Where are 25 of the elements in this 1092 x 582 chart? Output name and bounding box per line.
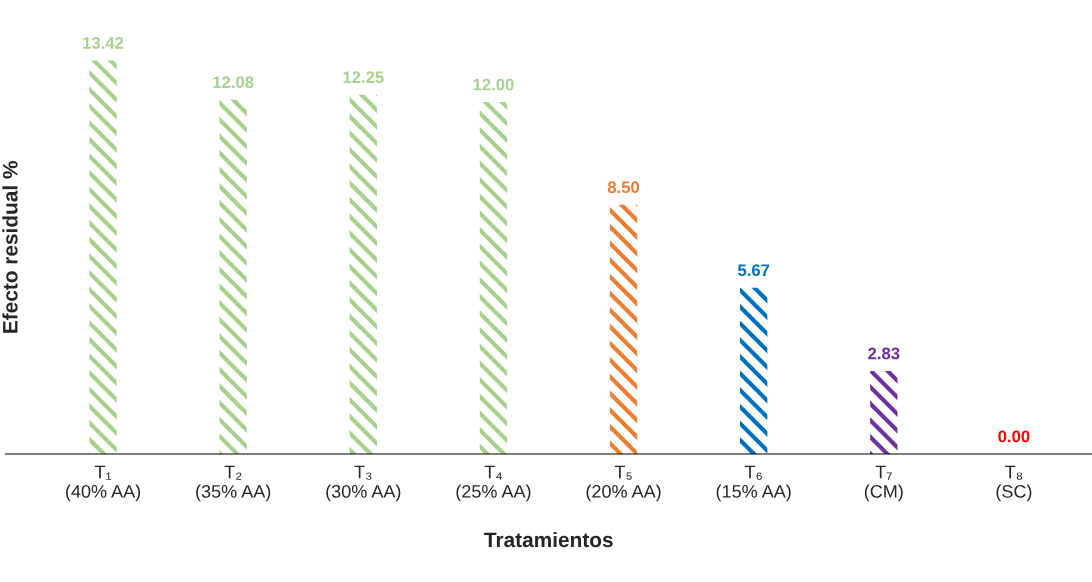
bar [89, 60, 117, 454]
x-tick-label: T₇ (CM) [864, 465, 903, 502]
data-label: 12.25 [343, 71, 384, 84]
x-tick-label: T₄ (25% AA) [456, 465, 531, 502]
data-label: 12.08 [213, 76, 254, 89]
data-label: 12.00 [473, 78, 514, 91]
bar [219, 99, 247, 454]
data-label: 0.00 [998, 430, 1030, 443]
bar [870, 370, 898, 454]
x-tick-label: T₆ (15% AA) [716, 465, 791, 502]
data-label: 13.42 [83, 36, 124, 49]
bar [349, 94, 377, 454]
x-tick-label: T₅ (20% AA) [586, 465, 661, 502]
x-tick-label: T₂ (35% AA) [196, 465, 271, 502]
bar [479, 102, 508, 454]
y-axis-title: Efecto residual % [2, 161, 18, 333]
x-tick-label: T₃ (30% AA) [326, 465, 401, 502]
x-tick-label: T₈ (SC) [996, 465, 1032, 502]
data-label: 5.67 [737, 264, 770, 277]
bar [740, 287, 768, 454]
data-label: 2.83 [868, 347, 900, 360]
x-tick-label: T₁ (40% AA) [66, 465, 141, 502]
x-axis-title: Tratamientos [484, 531, 613, 548]
data-label: 8.50 [607, 181, 640, 194]
bar [609, 204, 638, 454]
